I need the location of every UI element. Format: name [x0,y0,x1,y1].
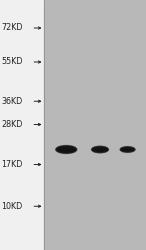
Ellipse shape [56,146,76,153]
Ellipse shape [120,146,136,153]
Ellipse shape [57,147,75,152]
Ellipse shape [92,147,108,152]
Ellipse shape [56,146,77,153]
Ellipse shape [120,147,135,152]
Ellipse shape [91,146,109,153]
Ellipse shape [55,145,78,154]
Ellipse shape [121,147,135,152]
Ellipse shape [91,146,109,154]
Ellipse shape [92,147,108,152]
Ellipse shape [91,146,109,153]
Ellipse shape [121,148,134,152]
Ellipse shape [58,148,74,152]
Ellipse shape [57,147,75,152]
Ellipse shape [120,147,135,152]
Text: 17KD: 17KD [1,160,23,169]
Ellipse shape [94,148,106,151]
Text: 72KD: 72KD [1,24,23,32]
Ellipse shape [93,147,107,152]
Ellipse shape [57,147,76,152]
Ellipse shape [55,145,77,154]
Ellipse shape [120,146,135,152]
Bar [44,0,146,250]
Ellipse shape [57,147,75,152]
Ellipse shape [121,147,134,152]
Text: 36KD: 36KD [1,97,23,106]
Ellipse shape [120,146,135,153]
Text: 28KD: 28KD [1,120,23,129]
Ellipse shape [92,147,108,152]
Ellipse shape [56,146,77,153]
Text: 10KD: 10KD [1,202,23,211]
Ellipse shape [92,146,108,152]
Ellipse shape [57,147,76,152]
Ellipse shape [57,146,76,152]
Ellipse shape [92,146,108,153]
Ellipse shape [92,146,108,152]
Ellipse shape [92,147,108,152]
Ellipse shape [122,148,133,151]
Ellipse shape [120,146,136,153]
Ellipse shape [91,146,109,153]
Ellipse shape [57,146,76,153]
Ellipse shape [91,146,109,153]
Ellipse shape [56,146,76,153]
Text: 55KD: 55KD [1,58,23,66]
Ellipse shape [56,146,77,154]
Ellipse shape [121,148,134,152]
Ellipse shape [91,146,109,154]
Ellipse shape [56,146,77,154]
Ellipse shape [120,147,135,152]
Ellipse shape [120,146,135,152]
Ellipse shape [120,146,135,152]
Ellipse shape [93,148,107,152]
Bar [0,0,44,250]
Ellipse shape [92,147,108,152]
Ellipse shape [55,145,77,154]
Ellipse shape [121,148,134,151]
Ellipse shape [119,146,136,153]
Ellipse shape [55,145,77,154]
Ellipse shape [120,147,135,152]
